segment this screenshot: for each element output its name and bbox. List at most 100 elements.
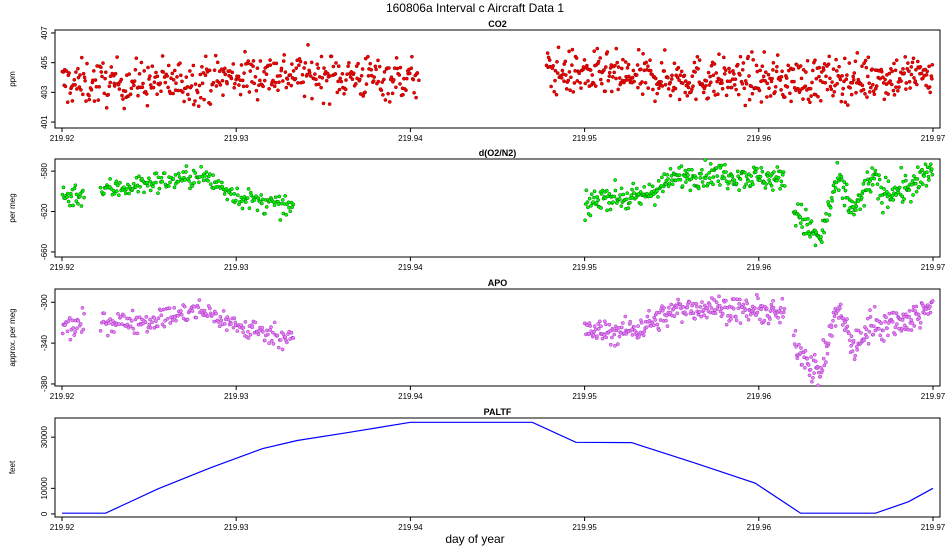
data-point [771, 60, 776, 65]
data-point [758, 178, 762, 183]
data-point [861, 182, 866, 186]
data-point [821, 68, 826, 72]
data-point [723, 162, 727, 167]
data-point [613, 343, 617, 348]
data-point [597, 319, 602, 324]
data-point [394, 56, 399, 60]
data-point [261, 84, 265, 89]
data-point [607, 322, 612, 327]
data-point [368, 61, 373, 66]
data-point [317, 82, 321, 87]
data-point [647, 182, 652, 187]
data-point [868, 85, 873, 90]
data-point [884, 315, 888, 320]
data-point [259, 201, 264, 206]
data-point [260, 326, 265, 330]
data-point [144, 92, 149, 96]
plot-frame [54, 29, 941, 129]
data-point [182, 99, 186, 104]
data-point [662, 69, 667, 73]
data-point [554, 92, 559, 97]
data-point [156, 191, 160, 196]
data-point [215, 60, 220, 65]
data-point [74, 70, 78, 74]
data-point [679, 69, 684, 74]
data-point [657, 310, 662, 315]
data-point [853, 353, 858, 358]
data-point [729, 317, 733, 321]
data-point [356, 61, 360, 66]
data-point [812, 352, 817, 357]
data-point [198, 72, 203, 77]
data-point [61, 185, 66, 190]
data-point [115, 55, 119, 59]
data-point [766, 72, 771, 77]
data-point [99, 70, 104, 74]
data-point [794, 344, 798, 349]
data-point [187, 178, 191, 183]
data-point [913, 79, 918, 83]
data-point [154, 319, 158, 324]
data-point [915, 177, 920, 181]
data-point [339, 79, 344, 84]
data-point [648, 68, 653, 73]
data-point [224, 328, 229, 333]
data-point [114, 189, 119, 193]
data-point [809, 355, 813, 359]
data-point [245, 196, 250, 200]
data-point [670, 182, 675, 187]
data-point [79, 55, 84, 60]
data-point [653, 76, 658, 81]
data-point [65, 100, 70, 105]
data-point [866, 55, 871, 60]
data-point [159, 89, 163, 94]
data-point [887, 192, 891, 197]
data-point [924, 83, 928, 88]
data-point [240, 206, 245, 211]
data-point [851, 77, 856, 82]
data-point [853, 201, 858, 205]
data-point [619, 186, 624, 191]
data-point [661, 189, 665, 194]
data-point [626, 62, 631, 67]
data-point [703, 158, 708, 162]
data-point [207, 172, 212, 176]
data-point [275, 333, 280, 338]
data-point [689, 167, 694, 172]
data-point [904, 87, 908, 91]
data-point [849, 343, 854, 348]
data-point [572, 81, 577, 85]
data-point [160, 54, 165, 58]
data-point [251, 59, 256, 63]
data-point [881, 339, 886, 343]
data-point [760, 64, 765, 69]
data-point [655, 91, 660, 96]
data-point [79, 204, 84, 208]
data-point [818, 98, 823, 103]
data-point [840, 92, 845, 97]
data-point [269, 325, 273, 329]
data-point [909, 199, 913, 204]
data-point [865, 335, 869, 340]
data-point [684, 180, 688, 184]
data-point [154, 180, 158, 185]
data-point [732, 83, 737, 87]
data-point [881, 210, 885, 215]
data-point [927, 64, 931, 69]
data-point [168, 321, 173, 325]
data-point [290, 62, 294, 66]
data-point [923, 162, 928, 167]
data-point [115, 183, 120, 188]
data-point [163, 80, 168, 85]
x-tick-label: 219.92 [50, 523, 75, 532]
data-point [873, 168, 878, 173]
data-point [759, 100, 764, 104]
data-point [360, 67, 365, 71]
data-point [286, 200, 291, 205]
panel-title: CO2 [488, 19, 507, 29]
data-point [603, 89, 608, 94]
data-point [837, 64, 841, 69]
data-point [131, 181, 136, 186]
data-point [806, 97, 811, 102]
data-point [866, 181, 871, 186]
